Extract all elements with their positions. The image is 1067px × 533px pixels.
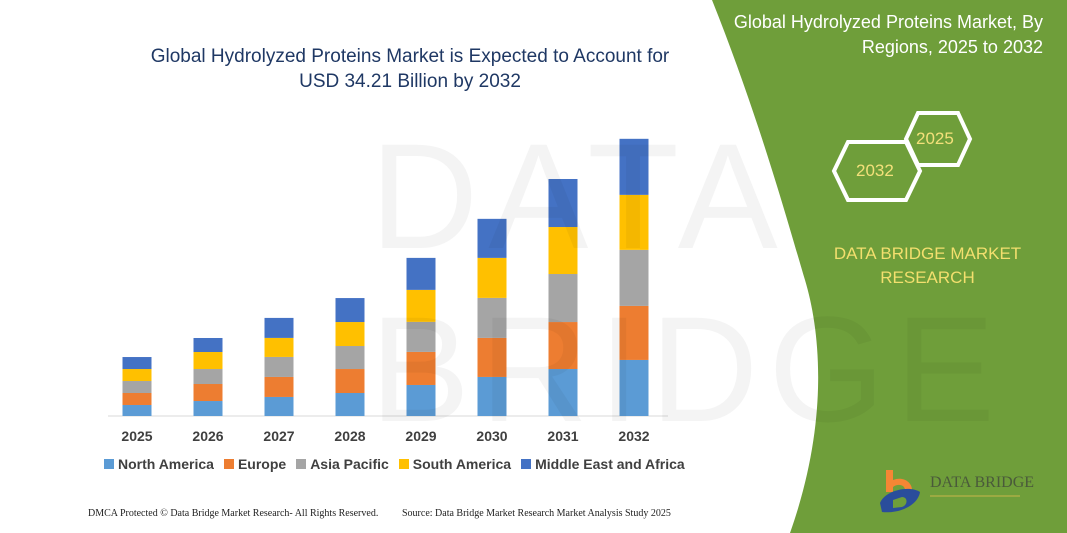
bar-segment-2029-europe <box>406 351 436 385</box>
stacked-bar-chart: 2025 2026 2027 2028 2029 2030 2031 2032 <box>108 138 668 444</box>
hex-2032-label: 2032 <box>856 161 894 180</box>
footer-source: Source: Data Bridge Market Research Mark… <box>402 508 671 519</box>
bar-segment-2029-south-america <box>406 289 436 322</box>
bar-segment-2028-asia-pacific <box>335 346 365 370</box>
legend-label: Asia Pacific <box>310 456 389 472</box>
bar-segment-2027-asia-pacific <box>264 356 294 377</box>
bar-segment-2027-europe <box>264 376 294 397</box>
legend-swatch <box>104 459 114 469</box>
legend-label: Europe <box>237 456 287 472</box>
footer-copyright: DMCA Protected © Data Bridge Market Rese… <box>88 508 379 519</box>
brand-name: DATA BRIDGE MARKET RESEARCH <box>820 242 1035 290</box>
legend-swatch <box>223 459 234 469</box>
side-title-line2: Regions, 2025 to 2032 <box>861 37 1043 57</box>
bar-segment-2026-asia-pacific <box>193 369 223 385</box>
bar-segment-2025-middle-east-and-africa <box>122 357 152 370</box>
bar-segment-2028-south-america <box>335 322 365 347</box>
bar-segment-2027-middle-east-and-africa <box>264 317 294 338</box>
bar-segment-2032-europe <box>619 305 649 360</box>
hexagon-2025 <box>903 111 973 167</box>
chart-title: Global Hydrolyzed Proteins Market is Exp… <box>110 44 710 94</box>
bar-segment-2025-asia-pacific <box>122 381 152 393</box>
bar-segment-2030-europe <box>477 337 507 377</box>
watermark: DATA BRIDGE <box>370 110 1067 456</box>
chart-title-line1: Global Hydrolyzed Proteins Market is Exp… <box>150 46 670 67</box>
bar-segment-2028-north-america <box>335 392 365 416</box>
legend-item: Middle East and Africa <box>521 456 685 472</box>
bar-segment-2025-south-america <box>122 369 152 382</box>
legend-swatch <box>296 459 307 469</box>
brand-line1: DATA BRIDGE MARKET <box>833 244 1022 263</box>
bar-segment-2032-south-america <box>619 194 649 250</box>
bar-segment-2029-north-america <box>406 384 436 416</box>
bar-segment-2029-middle-east-and-africa <box>406 257 436 290</box>
x-tick-label: 2031 <box>547 428 578 444</box>
chart-legend: North America Europe Asia Pacific South Ame… <box>104 456 685 472</box>
bar-segment-2030-north-america <box>477 376 507 416</box>
bar-segment-2028-europe <box>335 369 365 393</box>
x-tick-label: 2030 <box>476 428 507 444</box>
legend-item: Asia Pacific <box>296 456 389 472</box>
legend-swatch <box>521 459 532 469</box>
hexagon-2032 <box>831 140 923 202</box>
side-title-line1: Global Hydrolyzed Proteins Market, By <box>733 12 1043 32</box>
brand-line2: RESEARCH <box>880 268 975 287</box>
bar-segment-2032-asia-pacific <box>619 249 649 306</box>
x-tick-label: 2029 <box>405 428 436 444</box>
legend-item: Europe <box>223 456 287 472</box>
chart-title-line2: USD 34.21 Billion by 2032 <box>299 71 521 92</box>
legend-label: North America <box>118 456 214 472</box>
bar-segment-2031-north-america <box>548 369 578 416</box>
bar-segment-2031-asia-pacific <box>548 274 578 323</box>
bar-segment-2029-asia-pacific <box>406 321 436 352</box>
bar-segment-2031-europe <box>548 322 578 370</box>
bar-segment-2030-asia-pacific <box>477 297 507 338</box>
bar-segment-2032-north-america <box>619 359 649 416</box>
legend-item: North America <box>104 456 214 472</box>
hex-2025-label: 2025 <box>916 129 954 148</box>
bar-segment-2031-south-america <box>548 227 578 275</box>
bar-segment-2027-north-america <box>264 396 294 416</box>
x-tick-label: 2027 <box>263 428 294 444</box>
green-side-panel <box>712 0 1067 533</box>
x-tick-label: 2028 <box>334 428 365 444</box>
x-tick-label: 2032 <box>618 428 649 444</box>
bar-segment-2031-middle-east-and-africa <box>548 178 578 228</box>
bar-segment-2025-north-america <box>122 404 152 416</box>
legend-label: South America <box>412 456 512 472</box>
bar-segment-2030-middle-east-and-africa <box>477 218 507 258</box>
bar-segment-2027-south-america <box>264 337 294 357</box>
legend-item: South America <box>398 456 512 472</box>
bar-segment-2026-europe <box>193 384 223 402</box>
logo-text: DATA BRIDGE <box>930 474 1035 491</box>
bar-segment-2030-south-america <box>477 257 507 298</box>
x-tick-label: 2025 <box>121 428 152 444</box>
side-panel-title: Global Hydrolyzed Proteins Market, By Re… <box>703 10 1043 60</box>
bar-segment-2026-south-america <box>193 352 223 370</box>
bar-segment-2026-middle-east-and-africa <box>193 337 223 353</box>
bar-segment-2026-north-america <box>193 401 223 416</box>
bar-segment-2028-middle-east-and-africa <box>335 298 365 323</box>
legend-swatch <box>398 459 409 469</box>
legend-label: Middle East and Africa <box>535 456 685 472</box>
bar-segment-2025-europe <box>122 392 152 405</box>
logo-icon <box>880 470 920 513</box>
x-tick-label: 2026 <box>192 428 223 444</box>
bar-segment-2032-middle-east-and-africa <box>619 138 649 195</box>
